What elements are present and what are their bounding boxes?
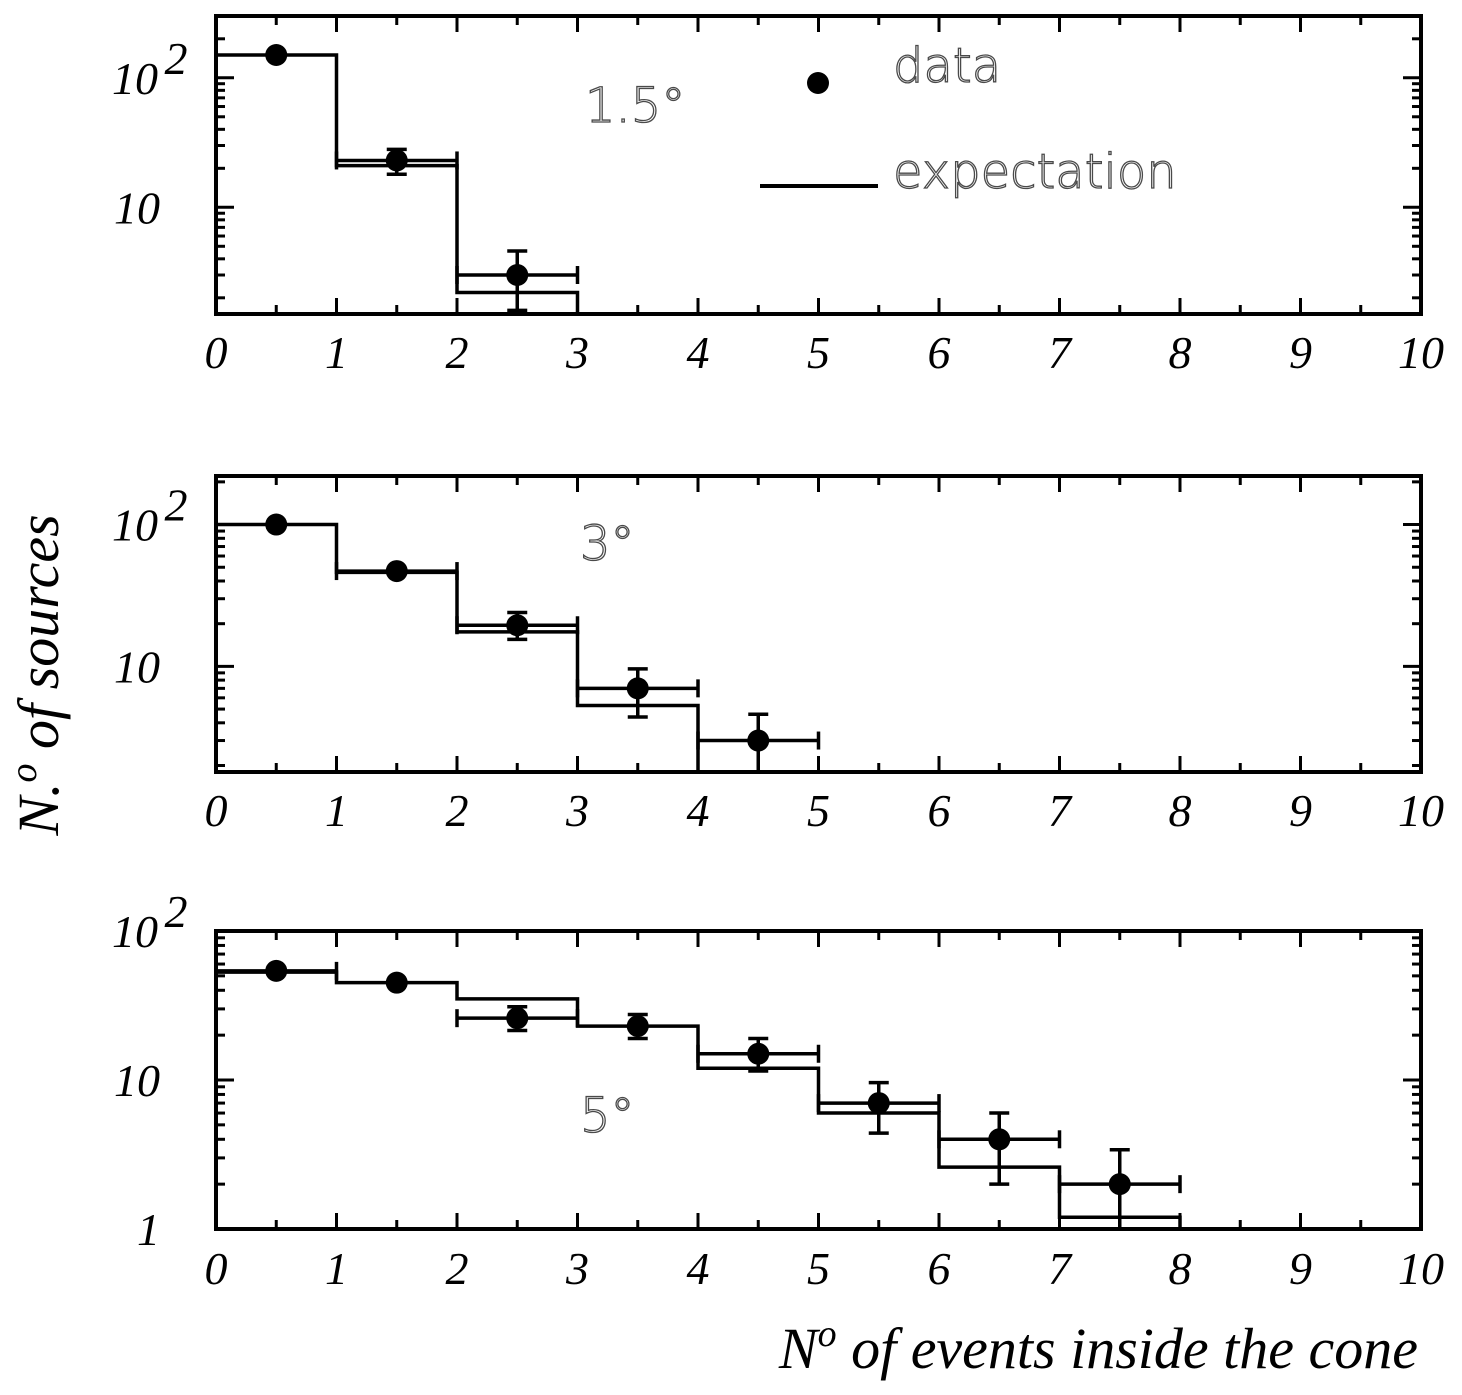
x-tick-label: 0 <box>205 1243 228 1294</box>
x-tick-label: 7 <box>1048 785 1073 836</box>
expectation-step-line <box>216 970 1182 1229</box>
cone-angle-label: 3° <box>580 516 635 572</box>
data-point <box>506 1007 529 1030</box>
x-tick-label: 5 <box>807 785 830 836</box>
plot-frame <box>214 474 1423 774</box>
x-tick-label: 3 <box>565 785 589 836</box>
data-point <box>506 264 529 287</box>
x-tick-label: 4 <box>687 785 710 836</box>
x-tick-label: 2 <box>446 327 469 378</box>
data-point <box>988 1128 1011 1151</box>
svg-text:N.o of sources: N.o of sources <box>3 514 71 836</box>
x-tick-label: 1 <box>325 1243 348 1294</box>
y-tick-label: 10 <box>114 182 160 233</box>
x-tick-label: 2 <box>446 785 469 836</box>
x-tick-label: 2 <box>446 1243 469 1294</box>
x-tick-label: 1 <box>325 785 348 836</box>
y-axis-title-sup: o <box>3 763 45 782</box>
x-tick-label: 6 <box>928 327 951 378</box>
x-tick-label: 5 <box>807 1243 830 1294</box>
y-tick-label-exponent: 2 <box>165 886 188 937</box>
x-tick-label: 6 <box>928 785 951 836</box>
y-axis-title-rest: of sources <box>6 514 71 763</box>
data-point <box>385 971 408 994</box>
legend-expectation-label: expectation <box>893 144 1177 200</box>
data-point <box>385 560 408 583</box>
y-tick-label: 10 <box>114 1055 160 1106</box>
y-axis-title-base: N. <box>6 782 71 836</box>
x-tick-label: 7 <box>1048 327 1073 378</box>
data-point <box>626 1015 649 1038</box>
x-tick-label: 9 <box>1289 327 1312 378</box>
data-point <box>1108 1173 1131 1196</box>
x-tick-label: 7 <box>1048 1243 1073 1294</box>
legend-data-marker <box>807 72 829 94</box>
x-tick-label: 10 <box>1398 1243 1444 1294</box>
data-point <box>626 677 649 700</box>
data-point <box>747 1042 770 1065</box>
x-tick-label: 8 <box>1169 327 1192 378</box>
x-tick-label: 10 <box>1398 785 1444 836</box>
data-point <box>265 43 288 66</box>
x-axis-title-rest: of events inside the cone <box>837 1316 1418 1381</box>
y-tick-label: 10 <box>112 500 158 551</box>
x-axis-title-base: N <box>778 1316 821 1381</box>
x-tick-label: 4 <box>687 327 710 378</box>
x-tick-label: 3 <box>565 327 589 378</box>
x-tick-label: 0 <box>205 785 228 836</box>
x-tick-label: 10 <box>1398 327 1444 378</box>
x-tick-label: 9 <box>1289 1243 1312 1294</box>
x-axis-title-sup: o <box>818 1313 837 1355</box>
y-tick-label: 10 <box>112 906 158 957</box>
y-tick-label-exponent: 2 <box>165 33 188 84</box>
x-tick-label: 4 <box>687 1243 710 1294</box>
cone-angle-label: 5° <box>580 1088 635 1144</box>
x-tick-label: 9 <box>1289 785 1312 836</box>
x-tick-label: 3 <box>565 1243 589 1294</box>
data-point <box>265 513 288 536</box>
cone-angle-label: 1.5° <box>585 78 685 134</box>
y-axis-title: N.o of sources <box>3 514 71 836</box>
x-tick-label: 8 <box>1169 1243 1192 1294</box>
legend-data-label: data <box>893 38 1001 94</box>
x-tick-label: 6 <box>928 1243 951 1294</box>
data-point <box>867 1092 890 1115</box>
data-point <box>385 149 408 172</box>
data-point <box>265 959 288 982</box>
y-tick-label: 1 <box>137 1204 160 1255</box>
x-axis-title: No of events inside the cone <box>778 1313 1418 1381</box>
data-point <box>747 729 770 752</box>
data-point <box>506 614 529 637</box>
y-tick-label-exponent: 2 <box>165 480 188 531</box>
x-tick-label: 5 <box>807 327 830 378</box>
x-tick-label: 1 <box>325 327 348 378</box>
expectation-step-line <box>216 522 819 774</box>
y-tick-label: 10 <box>112 53 158 104</box>
x-tick-label: 0 <box>205 327 228 378</box>
x-tick-label: 8 <box>1169 785 1192 836</box>
y-tick-label: 10 <box>114 641 160 692</box>
